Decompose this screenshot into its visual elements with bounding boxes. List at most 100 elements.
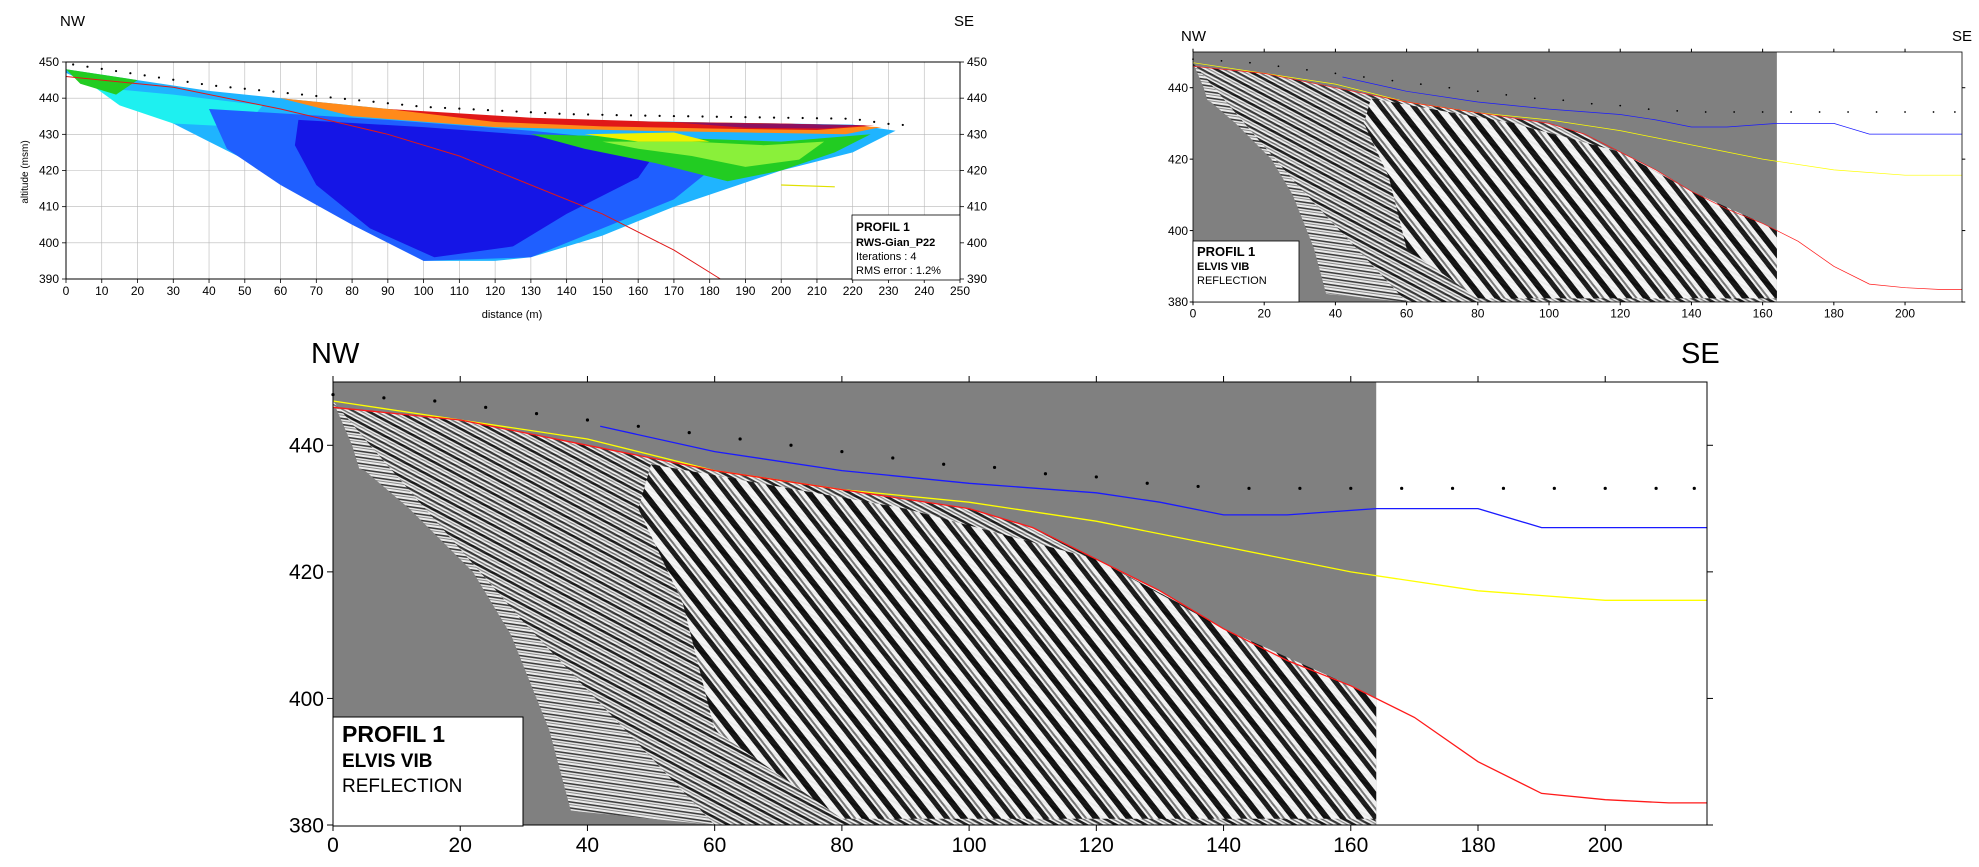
ert-y-tick-label: 410 <box>39 200 59 214</box>
seismic-small-panel: 0 20 40 60 80 100 120 140 160 180 200380400420440 … <box>1168 28 1972 320</box>
seismic-small-topo-marker <box>1704 111 1707 113</box>
seismic-small-topo-marker <box>1790 111 1792 113</box>
seismic-small-topo-marker <box>1847 111 1849 113</box>
ert-x-tick-label: 130 <box>521 284 541 298</box>
ert-overlay-lines <box>65 63 904 280</box>
seismic-large-topo-marker <box>1349 486 1353 490</box>
seismic-small-x-tick-label: 140 <box>1681 306 1701 320</box>
seismic-small-topo-marker <box>1904 111 1906 113</box>
ert-topo-marker <box>172 78 175 81</box>
seismic-small-topo-marker <box>1249 61 1251 64</box>
ert-topo-marker <box>658 114 661 117</box>
ert-topo-marker <box>715 115 718 118</box>
ert-topo-marker <box>129 72 132 75</box>
ert-x-tick-label: 200 <box>771 284 791 298</box>
ert-layer-deep-blue <box>294 119 656 258</box>
ert-y-tick-label-right: 410 <box>967 200 987 214</box>
ert-topo-marker <box>787 116 790 119</box>
ert-topo-marker <box>358 99 361 102</box>
seismic-small-topo-marker <box>1818 111 1821 113</box>
seismic-large-horizons <box>331 393 1707 804</box>
seismic-large-orientation-right: SE <box>1681 338 1720 370</box>
seismic-large-topo-marker <box>1603 486 1607 490</box>
ert-topo-marker <box>372 100 375 103</box>
seismic-large-x-tick-label: 200 <box>1588 834 1623 857</box>
seismic-large-y-tick-label: 420 <box>289 561 324 584</box>
seismic-small-ticks: 0 20 40 60 80 100 120 140 160 180 200 380 400 420 440 <box>1168 48 1966 320</box>
seismic-small-topo-marker <box>1761 111 1764 113</box>
ert-topo-marker <box>472 108 475 111</box>
ert-x-tick-label: 60 <box>274 284 288 298</box>
ert-x-tick-label: 80 <box>345 284 359 298</box>
ert-ticks: 0 10 20 30 40 50 60 70 80 90 100 110 120 130 140 150 160… <box>39 55 987 298</box>
seismic-small-x-tick-label: 0 <box>1190 306 1197 320</box>
ert-x-tick-label: 250 <box>950 284 970 298</box>
ert-y-tick-label: 420 <box>39 164 59 178</box>
ert-topo-marker <box>644 114 647 117</box>
seismic-large-topo-marker <box>1298 486 1302 490</box>
ert-topo-marker <box>515 110 518 113</box>
seismic-small-reflection-strong <box>1363 98 1777 299</box>
seismic-small-topo-marker <box>1953 111 1956 113</box>
ert-x-tick-label: 20 <box>131 284 145 298</box>
ert-topo-marker <box>601 113 604 116</box>
ert-y-tick-label: 390 <box>39 272 59 286</box>
seismic-small-y-tick-label: 380 <box>1168 295 1188 309</box>
ert-x-tick-label: 230 <box>878 284 898 298</box>
ert-topo-marker <box>386 102 389 105</box>
seismic-small-frame <box>1192 51 1963 303</box>
ert-topo-marker <box>100 67 103 70</box>
ert-topo-marker <box>486 109 490 112</box>
seismic-small-topo-marker <box>1220 60 1223 62</box>
ert-topo-marker <box>157 76 161 79</box>
ert-topo-marker <box>744 116 747 119</box>
seismic-large-topo-marker <box>840 450 844 454</box>
seismic-small-legend-title: PROFIL 1 <box>1197 244 1255 259</box>
seismic-large-legend-title: PROFIL 1 <box>342 721 445 747</box>
ert-x-tick-label: 190 <box>735 284 755 298</box>
ert-topo-marker <box>300 93 304 96</box>
seismic-large-x-tick-label: 100 <box>952 834 987 857</box>
seismic-large-x-tick-label: 40 <box>576 834 599 857</box>
seismic-large-topo-marker <box>1145 481 1149 485</box>
ert-topo-marker <box>844 117 847 120</box>
ert-topo-marker <box>272 90 275 93</box>
seismic-small-legend-subtitle: ELVIS VIB <box>1197 261 1249 273</box>
ert-y-tick-label: 440 <box>39 91 59 105</box>
ert-topo-marker <box>186 80 189 83</box>
seismic-large-topo-marker <box>1196 484 1200 489</box>
ert-y-tick-label-right: 430 <box>967 127 987 141</box>
seismic-large-ticks: 0 20 40 60 80 100 120 140 160 180 200 380 400 420 440 <box>289 376 1713 857</box>
ert-legend-box: PROFIL 1 RWS-Gian_P22 Iterations : 4 RMS… <box>851 214 961 281</box>
ert-topo-marker <box>830 117 833 120</box>
seismic-small-y-tick-label: 400 <box>1168 224 1188 238</box>
ert-topo-marker <box>558 112 561 115</box>
resistivity-panel: 0 10 20 30 40 50 60 70 80 90 100 110 120 130 140 150 160… <box>20 13 987 321</box>
ert-y-tick-label-right: 390 <box>967 272 987 286</box>
ert-x-tick-label: 240 <box>914 284 934 298</box>
ert-topo-marker <box>114 69 118 73</box>
ert-topo-marker <box>258 89 261 92</box>
ert-topo-marker <box>243 87 246 90</box>
seismic-large-x-tick-label: 60 <box>703 834 726 857</box>
ert-topo-marker <box>687 115 690 118</box>
seismic-small-topo-marker <box>1505 93 1508 96</box>
ert-y-tick-label-right: 400 <box>967 236 987 250</box>
seismic-large-topo-marker <box>942 462 946 466</box>
seismic-large-horizon-blue <box>600 425 1707 529</box>
seismic-small-topo-marker <box>1391 79 1394 82</box>
seismic-large-reflection-strong <box>638 464 1377 819</box>
seismic-small-legend-line: REFLECTION <box>1197 275 1267 287</box>
ert-topo-marker <box>873 120 876 123</box>
seismic-small-topo-marker <box>1277 65 1280 68</box>
ert-y-tick-label: 450 <box>39 55 59 69</box>
seismic-small-y-tick-label: 420 <box>1168 152 1188 166</box>
ert-x-tick-label: 120 <box>485 284 505 298</box>
seismic-small-topo-marker <box>1619 104 1622 107</box>
ert-topo-marker <box>672 114 676 118</box>
ert-topo-marker <box>529 111 532 114</box>
ert-legend-rms: RMS error : 1.2% <box>856 265 941 277</box>
seismic-small-topo-marker <box>1932 111 1935 113</box>
seismic-small-horizon-blue <box>1342 76 1962 135</box>
